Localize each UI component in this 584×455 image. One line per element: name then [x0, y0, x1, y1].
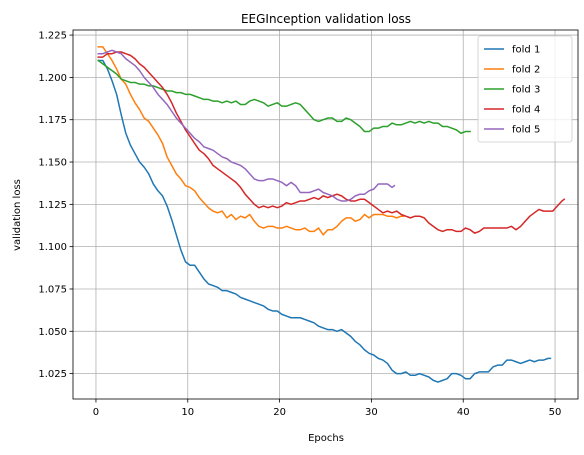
series-line-fold-3	[97, 59, 471, 134]
x-tick-label: 40	[457, 407, 470, 418]
y-tick-label: 1.125	[38, 200, 67, 211]
y-tick-label: 1.150	[38, 158, 67, 169]
legend-box	[477, 35, 573, 143]
legend-label: fold 1	[512, 45, 540, 56]
x-tick-label: 20	[273, 407, 286, 418]
series-line-fold-2	[97, 46, 405, 236]
legend-label: fold 4	[512, 105, 540, 116]
x-axis: 0 10 20 30 40 50	[93, 399, 562, 418]
y-tick-label: 1.200	[38, 73, 67, 84]
y-tick-label: 1.050	[38, 327, 67, 338]
y-axis: 1.025 1.050 1.075 1.100 1.125 1.150 1.175 1.200…	[38, 31, 73, 380]
x-tick-label: 0	[93, 407, 99, 418]
grid	[73, 30, 578, 399]
legend: fold 1 fold 2 fold 3 fold 4 fold 5	[477, 35, 573, 143]
y-tick-label: 1.100	[38, 242, 67, 253]
series-line-fold-5	[97, 49, 396, 202]
plot-frame	[72, 29, 579, 400]
x-axis-label: Epochs	[308, 433, 344, 444]
y-tick-label: 1.225	[38, 31, 67, 42]
legend-label: fold 2	[512, 65, 540, 76]
series-line-fold-1	[97, 59, 552, 383]
y-axis-label: validation loss	[12, 179, 23, 251]
series-lines	[97, 46, 566, 383]
x-tick-label: 30	[365, 407, 378, 418]
x-tick-label: 10	[181, 407, 194, 418]
x-tick-label: 50	[549, 407, 562, 418]
chart-title: EEGInception validation loss	[241, 12, 411, 26]
legend-label: fold 3	[512, 85, 540, 96]
legend-label: fold 5	[512, 125, 540, 136]
y-tick-label: 1.075	[38, 284, 67, 295]
y-tick-label: 1.175	[38, 115, 67, 126]
y-tick-label: 1.025	[38, 369, 67, 380]
